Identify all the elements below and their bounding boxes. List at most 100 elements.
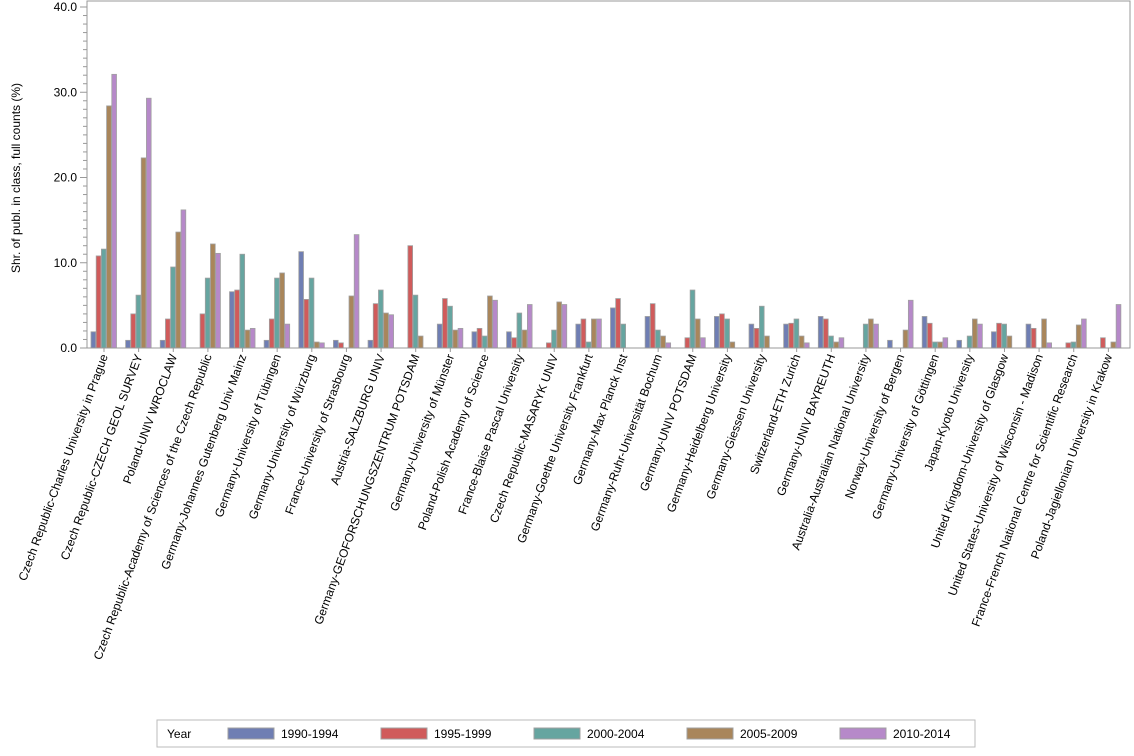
bar-2000-2004-13 — [551, 329, 557, 349]
bar-1990-1994-5 — [263, 339, 270, 349]
bar-2010-2014-12 — [527, 304, 533, 349]
bar-1990-1994-7 — [333, 339, 339, 349]
bar-2005-2009-12 — [521, 329, 528, 349]
bar-2010-2014-20 — [804, 342, 810, 349]
bar-2010-2014-23 — [907, 299, 914, 349]
bar-1990-1994-11 — [471, 331, 478, 349]
bar-1990-1994-10 — [436, 323, 443, 349]
bar-2005-2009-27 — [1041, 318, 1047, 349]
bar-2000-2004-26 — [1001, 323, 1007, 349]
bar-2010-2014-29 — [1115, 304, 1122, 349]
bar-2005-2009-5 — [279, 272, 285, 349]
bar-2010-2014-21 — [838, 337, 845, 349]
bar-2010-2014-7 — [353, 234, 360, 349]
bar-1995-1999-21 — [823, 318, 829, 349]
bar-2000-2004-1 — [135, 294, 142, 349]
bar-1990-1994-16 — [644, 316, 651, 349]
bar-1995-1999-24 — [927, 322, 933, 349]
bar-2000-2004-19 — [759, 305, 765, 349]
bar-2000-2004-16 — [655, 329, 661, 349]
bar-2005-2009-26 — [1006, 335, 1013, 349]
legend: Year 1990-1994 1995-1999 2000-2004 2005-200… — [156, 719, 976, 748]
bar-2005-2009-10 — [452, 329, 459, 349]
bar-1990-1994-20 — [783, 323, 789, 349]
bar-2005-2009-6 — [313, 341, 320, 349]
bar-2005-2009-19 — [764, 335, 770, 349]
legend-swatch — [686, 727, 734, 740]
bar-2005-2009-11 — [487, 295, 493, 349]
bar-2005-2009-16 — [660, 335, 666, 349]
bar-1990-1994-18 — [714, 316, 720, 349]
bar-2010-2014-2 — [180, 209, 187, 349]
x-tick-label: Germany-University of Tübingen — [212, 352, 284, 519]
legend-swatch — [533, 727, 581, 740]
bar-2005-2009-1 — [140, 157, 147, 349]
legend-label: 1995-1999 — [434, 727, 492, 741]
bar-2005-2009-2 — [175, 231, 181, 349]
bar-2005-2009-23 — [902, 329, 909, 349]
bar-1995-1999-7 — [338, 342, 344, 349]
bar-2005-2009-13 — [556, 301, 562, 349]
bar-1990-1994-6 — [298, 251, 304, 349]
y-tick-label: 0.0 — [60, 341, 77, 355]
bar-2005-2009-17 — [694, 318, 701, 349]
y-tick-label: 10.0 — [54, 256, 78, 270]
bar-1990-1994-2 — [159, 339, 166, 349]
y-tick-label: 30.0 — [54, 85, 78, 99]
bar-1995-1999-1 — [130, 313, 136, 349]
bar-2005-2009-18 — [729, 341, 736, 349]
bar-1995-1999-18 — [719, 313, 725, 349]
bar-2010-2014-0 — [111, 73, 117, 349]
bar-2005-2009-20 — [798, 335, 805, 349]
bar-2010-2014-22 — [873, 323, 879, 349]
bar-1995-1999-16 — [649, 303, 656, 349]
bar-2010-2014-10 — [457, 327, 464, 349]
bar-2010-2014-14 — [596, 318, 602, 349]
bar-2005-2009-29 — [1110, 341, 1117, 349]
bar-1990-1994-27 — [1025, 323, 1032, 349]
x-tick-label: Germany-Heidelberg University — [664, 352, 734, 514]
bar-1995-1999-6 — [303, 299, 310, 349]
bar-2000-2004-24 — [932, 341, 938, 349]
bar-2000-2004-12 — [516, 312, 523, 349]
x-tick-label: Germany-University of Münster — [387, 352, 457, 513]
bar-2000-2004-20 — [793, 318, 800, 349]
bar-1995-1999-19 — [753, 327, 760, 349]
x-tick-label: Czech Republic-MASARYK UNIV — [487, 352, 561, 525]
bar-1990-1994-21 — [817, 316, 824, 349]
legend-swatch — [227, 727, 275, 740]
bar-2000-2004-2 — [170, 266, 176, 349]
bar-1995-1999-17 — [684, 337, 691, 349]
bar-1995-1999-13 — [546, 342, 552, 349]
bar-2000-2004-17 — [689, 289, 696, 349]
bar-1995-1999-27 — [1030, 327, 1037, 349]
bar-2010-2014-17 — [700, 337, 706, 349]
bar-2010-2014-5 — [284, 323, 291, 349]
bar-2010-2014-24 — [942, 337, 949, 349]
bar-2010-2014-11 — [492, 299, 498, 349]
bar-2005-2009-7 — [348, 295, 355, 349]
bar-2000-2004-6 — [308, 277, 315, 349]
bar-1995-1999-29 — [1100, 337, 1106, 349]
legend-swatch — [380, 727, 428, 740]
legend-title: Year — [167, 727, 191, 741]
legend-label: 2000-2004 — [587, 727, 645, 741]
plot-frame — [86, 0, 1131, 349]
bar-2005-2009-0 — [106, 105, 112, 349]
bar-2000-2004-11 — [481, 335, 488, 349]
x-tick-label: France-University of Strasbourg — [282, 352, 353, 516]
bar-1995-1999-14 — [580, 318, 587, 349]
bar-2005-2009-3 — [210, 243, 216, 349]
bar-2005-2009-14 — [591, 318, 597, 349]
bar-2000-2004-5 — [274, 277, 280, 349]
x-tick-label: Germany-University of Würzburg — [246, 352, 319, 521]
bar-2000-2004-8 — [378, 289, 384, 349]
bar-2010-2014-16 — [665, 342, 672, 349]
bar-2000-2004-0 — [101, 248, 107, 349]
legend-swatch — [839, 727, 887, 740]
bar-1990-1994-12 — [506, 331, 512, 349]
bar-1990-1994-1 — [125, 339, 131, 349]
bar-1990-1994-19 — [748, 323, 755, 349]
